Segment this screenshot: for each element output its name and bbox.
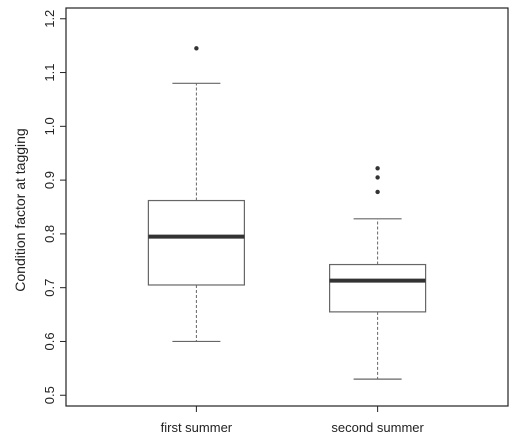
iqr-box [147, 199, 245, 286]
plot-frame [65, 7, 509, 407]
x-tick-label: first summer [161, 420, 233, 435]
y-tick-label: 0.7 [42, 279, 57, 297]
iqr-box [329, 263, 427, 313]
box-group-first-summer [147, 46, 245, 343]
x-tick-label: second summer [331, 420, 424, 435]
y-tick-label: 1.1 [42, 64, 57, 82]
y-axis: 0.5 0.6 0.7 0.8 0.9 1.0 1.1 1.2 [42, 10, 66, 404]
x-axis: first summer second summer [161, 406, 425, 435]
box-group-second-summer [329, 166, 427, 380]
y-tick-label: 1.2 [42, 10, 57, 28]
y-tick-label: 0.8 [42, 225, 57, 243]
y-axis-label: Condition factor at tagging [12, 128, 28, 291]
outlier-point [375, 189, 380, 195]
outlier-point [375, 166, 380, 171]
boxes [147, 46, 427, 380]
outlier-point [194, 46, 199, 51]
outlier-point [375, 175, 380, 180]
y-tick-label: 1.0 [42, 117, 57, 135]
y-tick-label: 0.5 [42, 386, 57, 404]
y-tick-label: 0.9 [42, 171, 57, 189]
y-tick-label: 0.6 [42, 332, 57, 350]
